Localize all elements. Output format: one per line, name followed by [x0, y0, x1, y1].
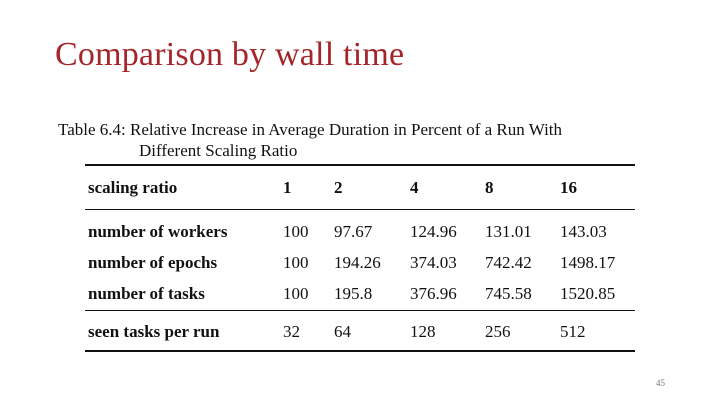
table-row-label: number of epochs: [88, 253, 218, 272]
slide-title: Comparison by wall time: [55, 36, 405, 73]
table-row-label: number of tasks: [88, 284, 205, 303]
table-cell: 128: [410, 322, 436, 341]
table-row-label: seen tasks per run: [88, 322, 220, 341]
table-cell: 1498.17: [560, 253, 616, 272]
table-bottom-rule: [85, 350, 635, 352]
table-row-label: number of workers: [88, 222, 228, 241]
table-cell: 100: [283, 284, 309, 303]
page-number: 45: [656, 378, 665, 388]
table-cell: 97.67: [334, 222, 373, 241]
table-caption: Table 6.4: Relative Increase in Average …: [58, 119, 668, 161]
table-header-cell: 1: [283, 178, 292, 197]
table-cell: 64: [334, 322, 351, 341]
table-cell: 131.01: [485, 222, 532, 241]
table-top-rule: [85, 164, 635, 166]
table-cell: 1520.85: [560, 284, 616, 303]
table-cell: 376.96: [410, 284, 457, 303]
table-cell: 374.03: [410, 253, 457, 272]
table-footer-rule: [85, 310, 635, 311]
table-header-cell: 16: [560, 178, 577, 197]
table-header-cell: 8: [485, 178, 494, 197]
table-cell: 745.58: [485, 284, 532, 303]
table-cell: 742.42: [485, 253, 532, 272]
table-cell: 194.26: [334, 253, 381, 272]
table-caption-line-2: Different Scaling Ratio: [139, 141, 298, 160]
table-cell: 124.96: [410, 222, 457, 241]
table-header-cell: 2: [334, 178, 343, 197]
table-header-cell: 4: [410, 178, 419, 197]
table-caption-line-1: Table 6.4: Relative Increase in Average …: [58, 120, 563, 139]
table-header-rule: [85, 209, 635, 210]
table-cell: 143.03: [560, 222, 607, 241]
table-header-cell: scaling ratio: [88, 178, 178, 197]
table-cell: 512: [560, 322, 586, 341]
table-cell: 256: [485, 322, 511, 341]
table-cell: 100: [283, 222, 309, 241]
table-cell: 32: [283, 322, 300, 341]
table-cell: 100: [283, 253, 309, 272]
table-cell: 195.8: [334, 284, 373, 303]
